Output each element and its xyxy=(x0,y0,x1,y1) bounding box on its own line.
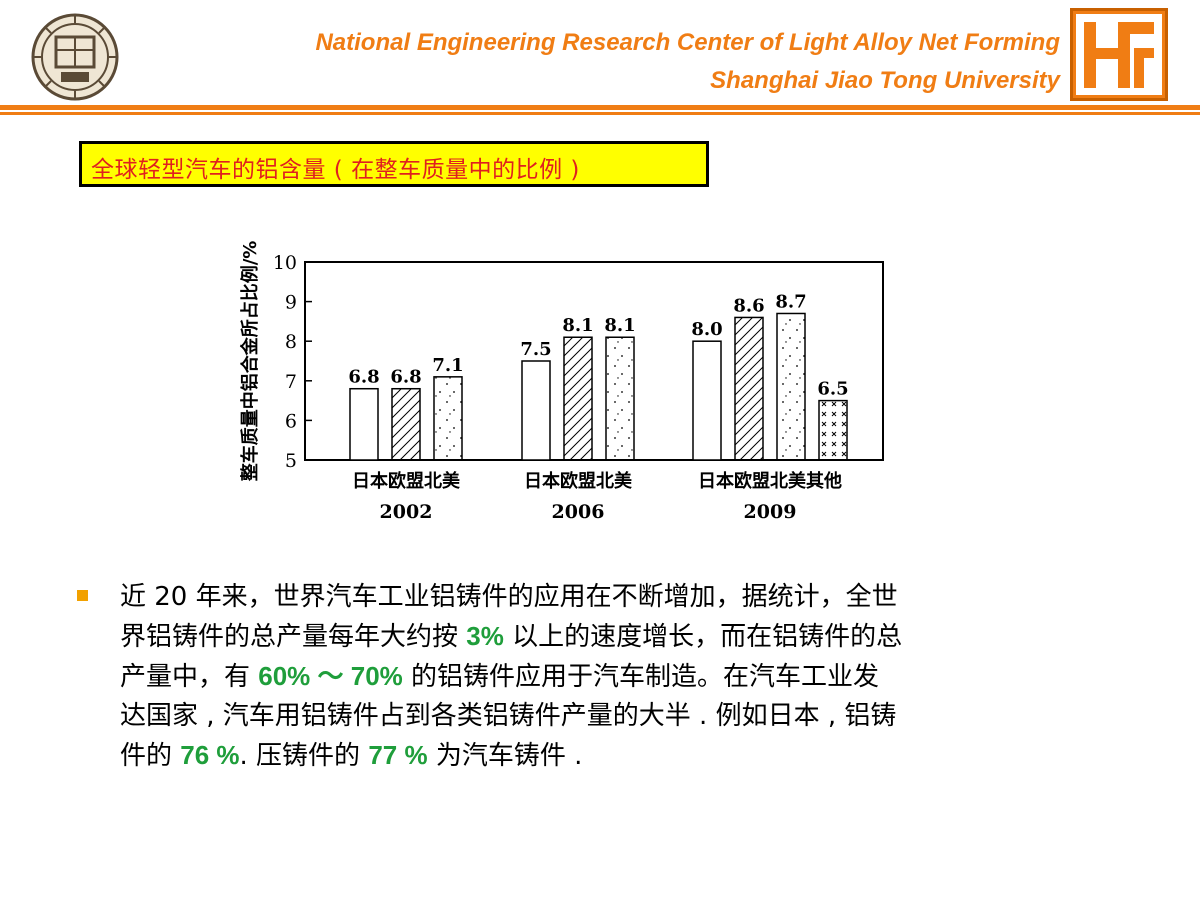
bar-2002-2 xyxy=(433,376,463,461)
bar-value-label: 8.7 xyxy=(775,291,806,312)
bar-value-label: 6.8 xyxy=(390,367,421,388)
aluminum-content-bar-chart: 5 6 7 8 9 10 整车质量中铝合金所占比例/% 6.8 6.8 7.1 日本欧盟北美 2002… xyxy=(239,241,884,523)
bar-value-label: 8.6 xyxy=(733,295,764,316)
body-text-segment: 以上的速度增长，而在铝铸件的总 xyxy=(503,622,903,652)
body-line-2: 界铝铸件的总产量每年大约按 3% 以上的速度增长，而在铝铸件的总 xyxy=(120,617,1120,657)
bar-value-label: 8.1 xyxy=(562,315,593,336)
body-line-1: 近 20 年来，世界汽车工业铝铸件的应用在不断增加，据统计，全世 xyxy=(120,582,898,612)
header-center-name: National Engineering Research Center of … xyxy=(315,29,1060,56)
bar-value-label: 6.5 xyxy=(817,379,848,400)
y-tick-label: 10 xyxy=(273,252,297,274)
bullet-marker xyxy=(77,590,88,601)
body-line-3: 产量中，有 60% ～ 70% 的铝铸件应用于汽车制造。在汽车工业发 xyxy=(120,657,1120,697)
body-text-segment: . 压铸件的 xyxy=(239,741,369,771)
category-labels-2006: 日本欧盟北美 xyxy=(524,470,632,492)
bar-2009-3 xyxy=(818,399,848,461)
y-tick-label: 8 xyxy=(285,331,297,353)
chart-caption: 全球轻型汽车的铝含量 ( 在整车质量中的比例 ) xyxy=(91,157,580,183)
year-label-2006: 2006 xyxy=(552,501,605,523)
year-label-2009: 2009 xyxy=(744,501,797,523)
y-tick-label: 9 xyxy=(285,292,297,314)
bar-value-label: 8.0 xyxy=(691,319,722,340)
y-tick-label: 5 xyxy=(285,450,297,472)
highlight-growth-rate: 3% xyxy=(466,621,504,651)
bar-value-label: 8.1 xyxy=(604,315,635,336)
bar-value-label: 6.8 xyxy=(348,367,379,388)
body-text-segment: 界铝铸件的总产量每年大约按 xyxy=(120,622,467,652)
bar-2009-1 xyxy=(734,316,764,461)
body-text-segment: 产量中，有 xyxy=(120,662,259,692)
bar-2009-0 xyxy=(692,340,722,461)
bar-2009-2 xyxy=(776,312,806,461)
highlight-die-casting-share: 77 % xyxy=(368,740,428,770)
bar-2006-0 xyxy=(521,360,551,461)
body-line-5: 件的 76 %. 压铸件的 77 % 为汽车铸件 . xyxy=(120,736,1120,776)
bar-2006-2 xyxy=(605,336,635,461)
body-paragraph: 近 20 年来，世界汽车工业铝铸件的应用在不断增加，据统计，全世 界铝铸件的总产… xyxy=(120,578,1120,776)
year-label-2002: 2002 xyxy=(380,501,433,523)
plot-frame xyxy=(304,261,884,461)
body-text-segment: 为汽车铸件 . xyxy=(427,741,583,771)
y-tick-label: 7 xyxy=(285,371,297,393)
header-divider xyxy=(0,105,1200,110)
body-line-4: 达国家 , 汽车用铝铸件占到各类铝铸件产量的大半 . 例如日本 , 铝铸 xyxy=(120,701,897,731)
caption-box xyxy=(79,141,709,187)
university-seal-logo-icon xyxy=(31,13,119,101)
bar-2002-0 xyxy=(349,387,379,461)
category-labels-2009: 日本欧盟北美其他 xyxy=(698,470,842,492)
header-divider-thin xyxy=(0,112,1200,115)
y-tick-label: 6 xyxy=(285,410,297,432)
bar-2006-1 xyxy=(563,336,593,461)
y-axis-label: 整车质量中铝合金所占比例/% xyxy=(239,241,261,483)
bar-2002-1 xyxy=(391,387,421,461)
header-university-name: Shanghai Jiao Tong University xyxy=(710,67,1060,94)
body-text-segment: 件的 xyxy=(120,741,181,771)
bar-value-label: 7.1 xyxy=(432,355,463,376)
bar-value-label: 7.5 xyxy=(520,339,551,360)
category-labels-2002: 日本欧盟北美 xyxy=(352,470,460,492)
research-center-logo-icon xyxy=(1070,8,1168,101)
body-text-segment: 的铝铸件应用于汽车制造。在汽车工业发 xyxy=(402,662,880,692)
highlight-auto-share-range: 60% ～ 70% xyxy=(258,661,403,691)
highlight-japan-casting-share: 76 % xyxy=(180,740,240,770)
